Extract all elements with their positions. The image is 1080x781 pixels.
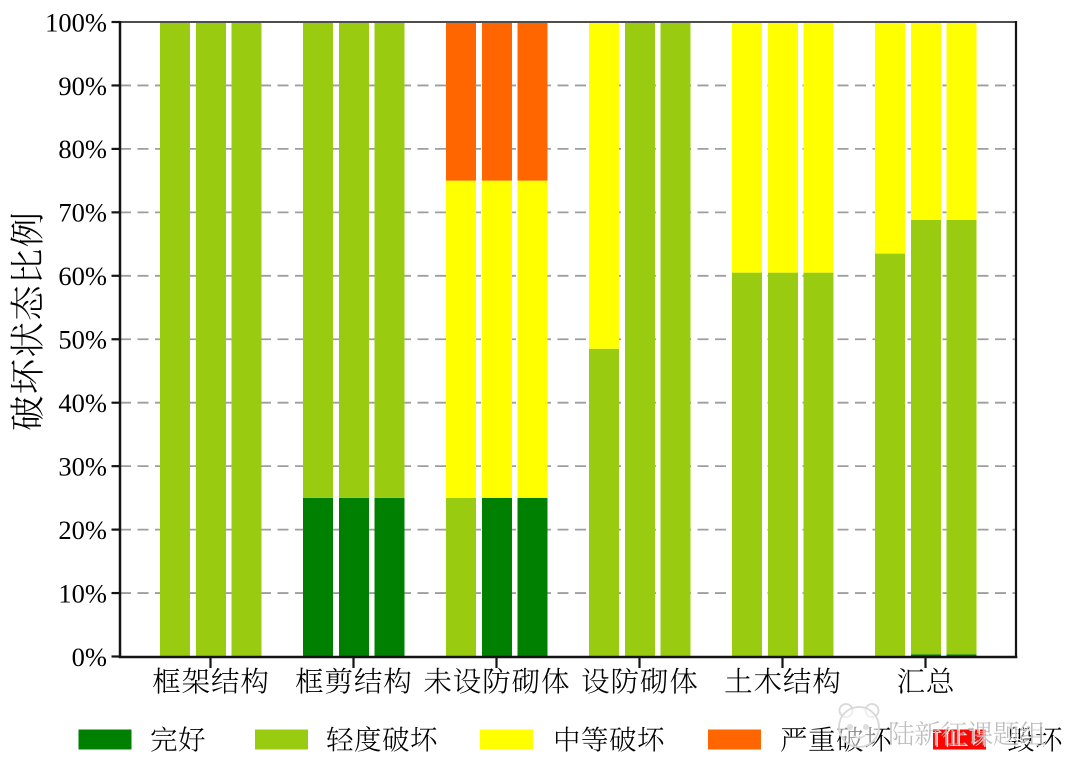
svg-text:50%: 50% [58,325,107,355]
svg-text:60%: 60% [58,261,107,291]
svg-text:80%: 80% [58,134,107,164]
svg-text:40%: 40% [58,388,107,418]
svg-text:70%: 70% [58,198,107,228]
svg-text:0%: 0% [72,642,107,672]
svg-text:100%: 100% [45,7,107,37]
svg-text:10%: 10% [58,578,107,608]
svg-text:90%: 90% [58,71,107,101]
svg-text:20%: 20% [58,515,107,545]
svg-text:30%: 30% [58,451,107,481]
